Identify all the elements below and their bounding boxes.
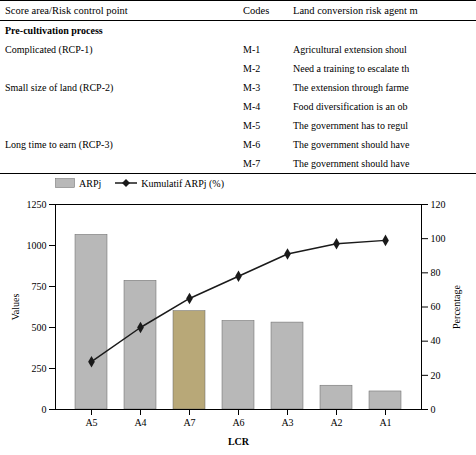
svg-text:Values: Values: [10, 294, 21, 321]
svg-text:A5: A5: [85, 417, 97, 428]
html-text:Land conversion risk agent m: Land conversion risk agent m: [293, 5, 418, 16]
html-text:M-3: M-3: [243, 82, 261, 93]
html-text:The extension through farme: The extension through farme: [293, 82, 409, 93]
svg-text:500: 500: [32, 322, 47, 333]
html-text:M-2: M-2: [243, 63, 261, 74]
html-text:Complicated (RCP-1): Complicated (RCP-1): [5, 44, 93, 55]
html-text:The government should have: The government should have: [293, 139, 410, 150]
html-text:Long time to earn (RCP-3): Long time to earn (RCP-3): [5, 139, 113, 150]
html-text:Small size of land (RCP-2): Small size of land (RCP-2): [5, 82, 114, 93]
svg-text:1000: 1000: [27, 240, 47, 251]
svg-text:A7: A7: [183, 417, 195, 428]
svg-text:A1: A1: [379, 417, 391, 428]
svg-text:A4: A4: [134, 417, 146, 428]
svg-text:A3: A3: [281, 417, 293, 428]
html-text:M-7: M-7: [243, 158, 261, 169]
html-text:Score area/Risk control point: Score area/Risk control point: [5, 5, 128, 16]
html-text:M-5: M-5: [243, 120, 261, 131]
html-text:ARPj: ARPj: [79, 177, 102, 189]
svg-text:A6: A6: [232, 417, 244, 428]
svg-text:250: 250: [32, 363, 47, 374]
html-text:M-6: M-6: [243, 139, 261, 150]
svg-text:750: 750: [32, 281, 47, 292]
svg-text:Percentage: Percentage: [451, 285, 462, 329]
svg-text:100: 100: [431, 233, 446, 244]
html-text:M-1: M-1: [243, 44, 261, 55]
svg-text:0: 0: [431, 404, 436, 415]
svg-text:1250: 1250: [27, 199, 47, 210]
svg-text:A2: A2: [330, 417, 342, 428]
html-text:The government should have: The government should have: [293, 158, 410, 169]
svg-text:LCR: LCR: [228, 436, 250, 447]
svg-text:0: 0: [42, 404, 47, 415]
svg-text:20: 20: [431, 370, 441, 381]
svg-text:60: 60: [431, 301, 441, 312]
html-text:Need a training to escalate th: Need a training to escalate th: [293, 63, 410, 74]
html-text:M-4: M-4: [243, 101, 261, 112]
html-text:Codes: Codes: [243, 5, 270, 16]
html-text:Agricultural extension shoul: Agricultural extension shoul: [293, 44, 407, 55]
html-text:Pre-cultivation process: Pre-cultivation process: [5, 25, 103, 36]
html-text:The government has to regul: The government has to regul: [293, 120, 408, 131]
html-text:Food diversification is an ob: Food diversification is an ob: [293, 101, 408, 112]
html-text:Kumulatif ARPj (%): Kumulatif ARPj (%): [141, 177, 224, 189]
svg-text:120: 120: [431, 199, 446, 210]
svg-text:80: 80: [431, 267, 441, 278]
svg-text:40: 40: [431, 335, 441, 346]
